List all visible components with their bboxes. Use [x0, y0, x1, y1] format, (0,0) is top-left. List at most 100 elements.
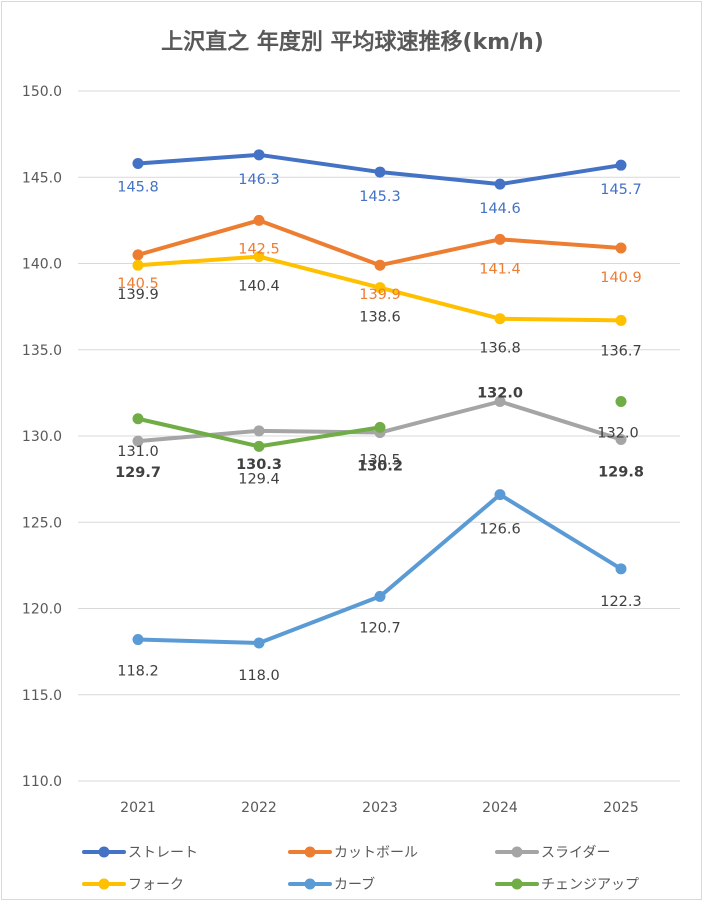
data-label: 126.6	[479, 522, 521, 538]
data-point	[615, 242, 627, 254]
data-point	[132, 157, 144, 169]
data-label: 129.8	[598, 464, 644, 480]
data-point	[494, 313, 506, 325]
data-label: 130.5	[359, 452, 401, 468]
series-2-group	[132, 214, 627, 271]
y-tick-label: 135.0	[22, 343, 62, 359]
data-point	[132, 249, 144, 261]
data-label: 131.0	[117, 444, 159, 460]
data-label: 145.8	[117, 179, 159, 195]
data-label: 132.0	[597, 426, 639, 442]
y-tick-label: 120.0	[22, 602, 62, 618]
legend-item: ストレート	[82, 845, 198, 861]
legend-swatch-marker	[98, 846, 110, 858]
y-tick-label: 150.0	[22, 84, 62, 100]
data-label: 118.2	[117, 664, 159, 680]
legend-item: カットボール	[288, 845, 418, 861]
data-point	[374, 259, 386, 271]
data-point	[132, 634, 144, 646]
data-point	[615, 563, 627, 575]
data-point	[494, 178, 506, 190]
data-point	[374, 421, 386, 433]
data-label: 118.0	[238, 668, 280, 684]
y-tick-label: 125.0	[22, 515, 62, 531]
data-label: 140.5	[117, 276, 159, 292]
data-label: 122.3	[600, 594, 642, 610]
data-label: 140.9	[600, 270, 642, 286]
data-point	[494, 396, 506, 407]
legend-label: カーブ	[334, 876, 375, 893]
y-axis-ticks: 110.0 115.0 120.0 125.0 130.0 135.0 140.0 145.0…	[22, 84, 62, 790]
series-4-group	[132, 251, 627, 326]
data-label: 146.3	[238, 172, 280, 188]
x-axis-ticks: 2021 2022 2023 2024 2025	[120, 800, 639, 816]
x-tick-label: 2025	[603, 800, 639, 816]
legend-item: カーブ	[288, 876, 375, 893]
legend-item: フォーク	[82, 877, 184, 893]
data-label: 136.8	[479, 341, 521, 357]
data-point	[374, 166, 386, 178]
series-lines	[132, 149, 627, 649]
data-label: 141.4	[479, 261, 521, 277]
data-label: 129.7	[115, 465, 161, 481]
data-label: 142.5	[238, 241, 280, 257]
data-point	[615, 314, 627, 326]
data-label: 136.7	[600, 343, 642, 359]
data-point	[253, 440, 265, 452]
series-5-group	[132, 489, 627, 649]
data-label: 145.3	[359, 189, 401, 205]
legend-label: ストレート	[128, 845, 198, 861]
legend-item: スライダー	[495, 845, 610, 861]
data-point	[494, 233, 506, 245]
data-point	[374, 282, 386, 294]
y-tick-label: 140.0	[22, 257, 62, 273]
x-tick-label: 2024	[482, 800, 518, 816]
data-point	[253, 149, 265, 161]
series-3-group	[132, 396, 627, 447]
y-tick-label: 130.0	[22, 429, 62, 445]
data-point	[494, 489, 506, 501]
y-tick-label: 115.0	[22, 688, 62, 704]
data-label: 138.6	[359, 310, 401, 326]
data-point	[615, 159, 627, 171]
data-point	[253, 214, 265, 226]
legend-swatch-marker	[304, 878, 316, 890]
y-tick-label: 110.0	[22, 774, 62, 790]
data-point	[253, 637, 265, 649]
chart-title: 上沢直之 年度別 平均球速推移(km/h)	[161, 30, 544, 55]
x-tick-label: 2023	[362, 800, 398, 816]
data-point	[132, 413, 144, 425]
legend-label: スライダー	[541, 845, 610, 861]
data-label: 129.4	[238, 471, 280, 487]
data-point	[132, 435, 144, 447]
data-label: 139.9	[117, 287, 159, 303]
data-labels: 145.8 146.3 145.3 144.6 145.7 140.5 142.5 139.9…	[115, 172, 644, 684]
data-point	[615, 433, 627, 445]
data-point	[132, 259, 144, 271]
data-point	[615, 396, 627, 407]
legend-swatch-marker	[304, 846, 316, 858]
data-label: 120.7	[359, 620, 401, 636]
data-point	[253, 425, 265, 437]
data-label: 139.9	[359, 287, 401, 303]
data-label: 130.3	[236, 457, 282, 473]
data-label: 132.0	[477, 386, 523, 402]
x-tick-label: 2022	[241, 800, 277, 816]
legend-swatch-marker	[511, 878, 523, 890]
data-label: 140.4	[238, 279, 280, 295]
x-tick-label: 2021	[120, 800, 156, 816]
legend-swatch-marker	[98, 878, 110, 890]
y-tick-label: 145.0	[22, 170, 62, 186]
gridlines	[78, 90, 680, 782]
legend-label: カットボール	[334, 845, 418, 861]
data-point	[374, 590, 386, 602]
data-point	[253, 251, 265, 263]
series-1-group	[132, 149, 627, 190]
legend-label: フォーク	[128, 877, 184, 893]
legend-swatch-marker	[511, 846, 523, 858]
series-6-group	[132, 396, 627, 452]
data-label: 145.7	[600, 182, 642, 198]
